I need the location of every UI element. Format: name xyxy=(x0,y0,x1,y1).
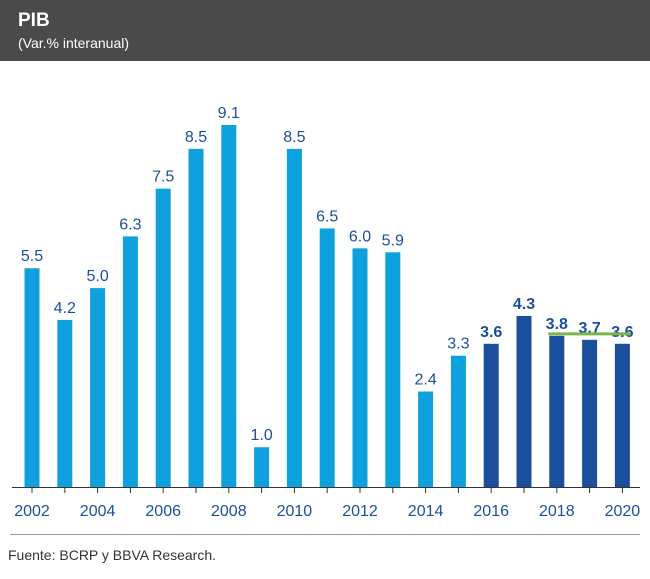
bar-2009 xyxy=(254,447,270,487)
bar-2017 xyxy=(516,315,532,487)
x-tick-label-2016: 2016 xyxy=(473,503,509,520)
data-label-2003: 4.2 xyxy=(54,300,76,317)
x-tick-label-2006: 2006 xyxy=(145,503,181,520)
source-note: Fuente: BCRP y BBVA Research. xyxy=(8,547,217,563)
data-label-2012: 6.0 xyxy=(349,228,371,245)
bar-2005 xyxy=(122,236,138,487)
data-label-2014: 2.4 xyxy=(414,372,436,389)
bar-2007 xyxy=(188,148,204,487)
data-label-2007: 8.5 xyxy=(185,129,207,146)
x-tick-label-2012: 2012 xyxy=(342,503,378,520)
data-label-2016: 3.6 xyxy=(480,324,502,341)
chart-header: PIB (Var.% interanual) xyxy=(0,0,650,61)
data-label-2009: 1.0 xyxy=(250,427,272,444)
bar-2008 xyxy=(221,125,237,487)
x-tick-label-2020: 2020 xyxy=(605,503,641,520)
bar-2016 xyxy=(483,343,499,487)
x-tick-label-2014: 2014 xyxy=(408,503,444,520)
source-divider xyxy=(10,534,640,535)
x-tick-label-2004: 2004 xyxy=(80,503,116,520)
bar-2020 xyxy=(614,343,630,487)
x-tick-label-2008: 2008 xyxy=(211,503,247,520)
x-tick-label-2002: 2002 xyxy=(14,503,50,520)
data-label-2010: 8.5 xyxy=(283,129,305,146)
data-label-2004: 5.0 xyxy=(86,268,108,285)
bar-2004 xyxy=(90,288,106,487)
bar-2015 xyxy=(450,355,466,487)
bar-chart: 5.5 4.2 5.0 6.3 7.5 8.5 9.1 1.0 8.5 6.5 6.0 5.9 2.4 3… xyxy=(12,105,641,520)
bar-2003 xyxy=(57,319,73,487)
bar-2014 xyxy=(418,391,434,487)
bar-2011 xyxy=(319,228,335,487)
x-tick-label-2018: 2018 xyxy=(539,503,575,520)
bar-2013 xyxy=(385,252,401,487)
data-label-2002: 5.5 xyxy=(21,248,43,265)
data-label-2017: 4.3 xyxy=(513,296,535,313)
data-label-2011: 6.5 xyxy=(316,208,338,225)
bar-2018 xyxy=(549,335,565,487)
data-label-2008: 9.1 xyxy=(218,105,240,122)
data-label-2005: 6.3 xyxy=(119,216,141,233)
data-label-2015: 3.3 xyxy=(447,336,469,353)
chart-subtitle: (Var.% interanual) xyxy=(18,35,130,51)
data-label-2020: 3.6 xyxy=(611,324,633,341)
data-label-2006: 7.5 xyxy=(152,169,174,186)
data-label-2018: 3.8 xyxy=(546,316,568,333)
chart-title: PIB xyxy=(18,10,50,31)
data-label-2013: 5.9 xyxy=(382,232,404,249)
bar-2002 xyxy=(24,268,40,487)
bar-2012 xyxy=(352,248,368,487)
bar-2006 xyxy=(155,188,171,487)
bar-2010 xyxy=(286,148,302,487)
bar-2019 xyxy=(582,339,598,487)
x-tick-label-2010: 2010 xyxy=(277,503,313,520)
